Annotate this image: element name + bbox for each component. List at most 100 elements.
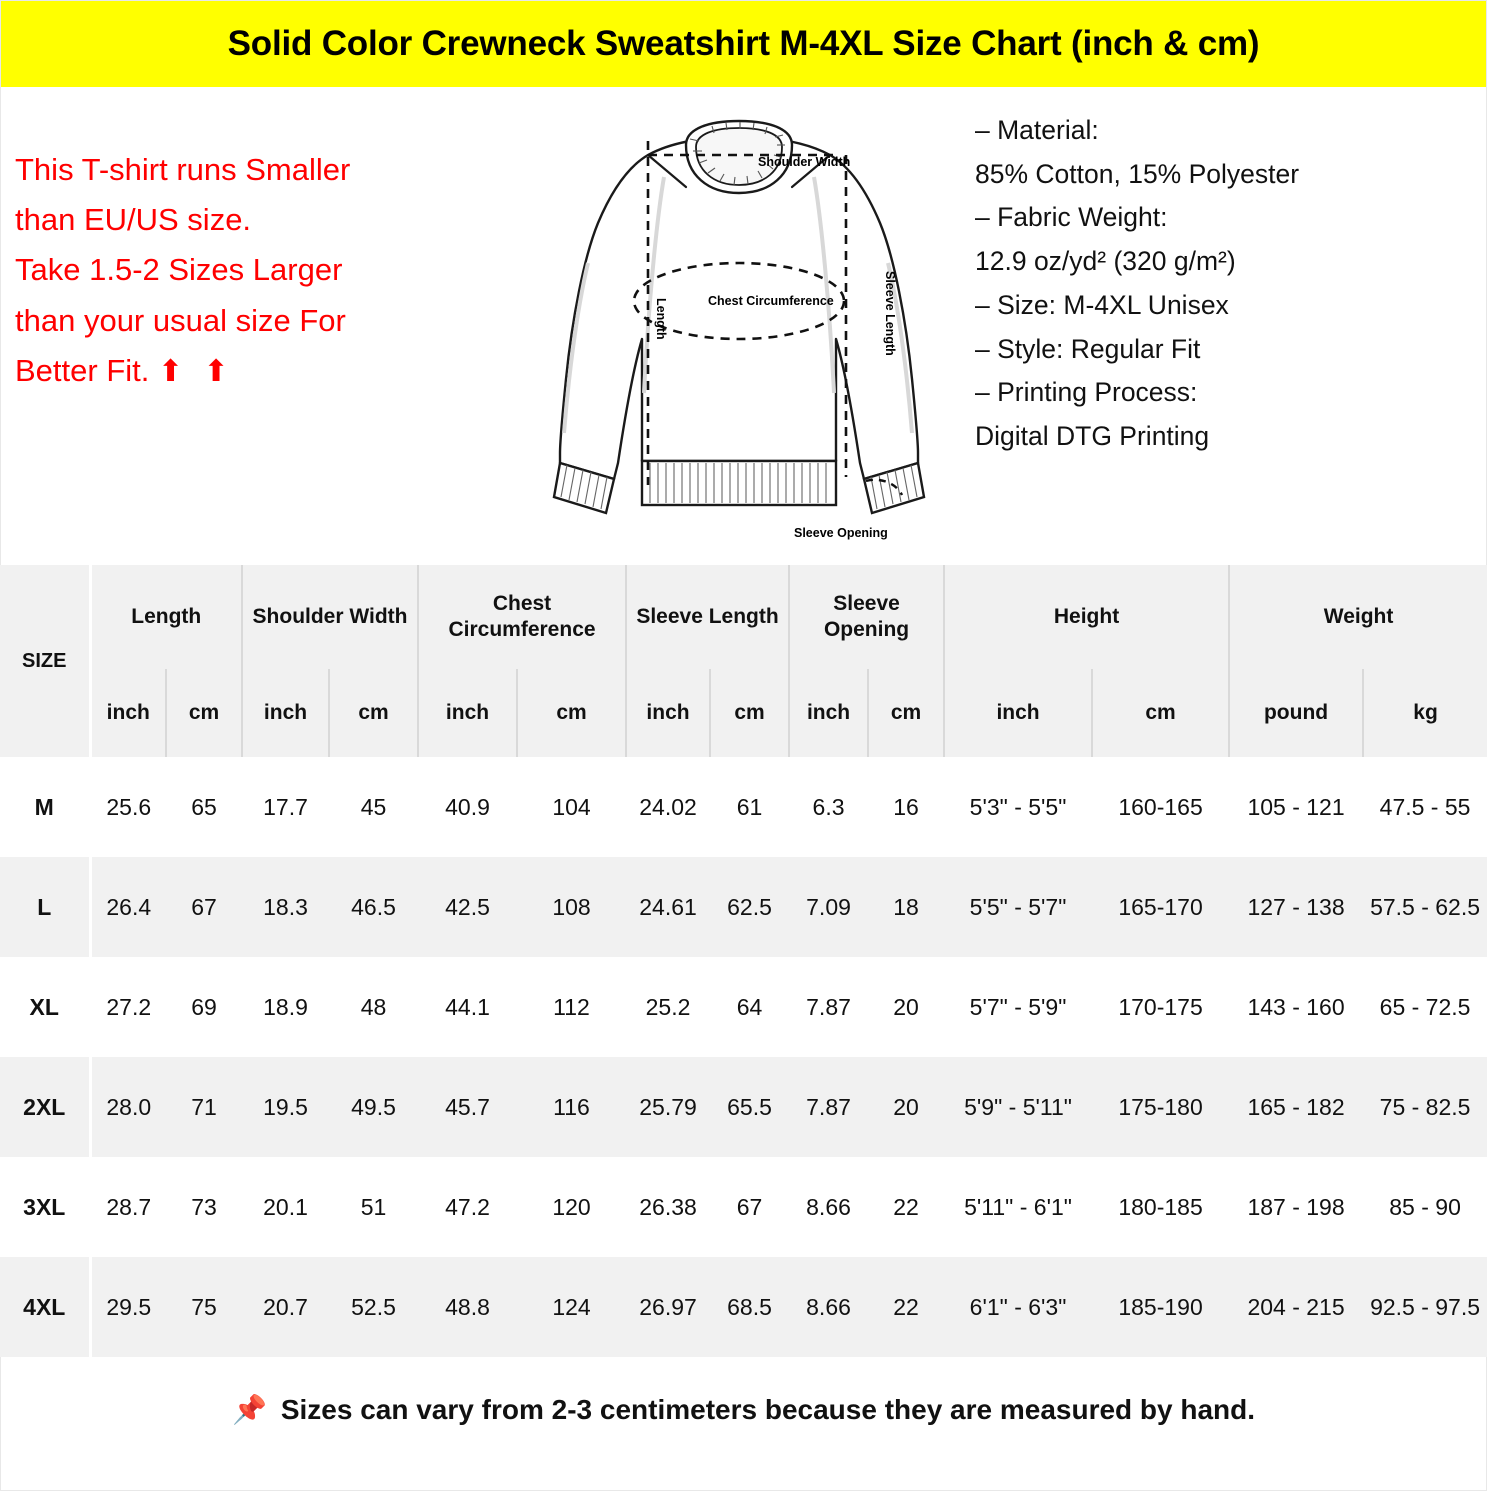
table-row: M 25.6 65 17.7 45 40.9 104 24.02 61 6.3 16 5'3" - 5… xyxy=(0,757,1487,857)
col-header-sleeve-length: Sleeve Length xyxy=(626,565,791,669)
table-cell: 22 xyxy=(868,1257,945,1357)
table-cell: 5'3" - 5'5" xyxy=(944,757,1093,857)
table-cell: 25.2 xyxy=(626,957,711,1057)
footer-note: 📌 Sizes can vary from 2-3 centimeters be… xyxy=(1,1357,1486,1462)
row-size-label: L xyxy=(0,857,92,957)
table-cell: 120 xyxy=(517,1157,627,1257)
table-cell: 165 - 182 xyxy=(1229,1057,1364,1157)
table-cell: 104 xyxy=(517,757,627,857)
spec-line-5: – Size: M-4XL Unisex xyxy=(975,289,1229,320)
table-row: XL 27.2 69 18.9 48 44.1 112 25.2 64 7.87 20 5'7" - … xyxy=(0,957,1487,1057)
table-cell: 26.97 xyxy=(626,1257,711,1357)
table-cell: 187 - 198 xyxy=(1229,1157,1364,1257)
spec-line-1: – Material: xyxy=(975,115,1099,145)
table-cell: 73 xyxy=(166,1157,243,1257)
table-cell: 47.2 xyxy=(418,1157,518,1257)
row-size-label: M xyxy=(0,757,92,857)
table-cell: 17.7 xyxy=(242,757,330,857)
table-cell: 28.0 xyxy=(90,1057,166,1157)
note-line-5: Better Fit. ⬆ ⬆ xyxy=(15,346,521,397)
unit-sleeve-opening-inch: inch xyxy=(789,669,870,757)
table-cell: 19.5 xyxy=(242,1057,330,1157)
table-cell: 45.7 xyxy=(418,1057,518,1157)
unit-weight-pound: pound xyxy=(1229,669,1365,757)
note-line-4: than your usual size For xyxy=(15,302,346,338)
unit-height-inch: inch xyxy=(944,669,1094,757)
table-cell: 27.2 xyxy=(90,957,166,1057)
table-cell: 185-190 xyxy=(1092,1257,1230,1357)
unit-shoulder-cm: cm xyxy=(329,669,420,757)
spec-line-2: 85% Cotton, 15% Polyester xyxy=(975,158,1300,189)
col-header-size: SIZE xyxy=(0,565,92,757)
table-cell: 8.66 xyxy=(789,1257,869,1357)
table-cell: 92.5 - 97.5 xyxy=(1363,1257,1487,1357)
table-cell: 170-175 xyxy=(1092,957,1230,1057)
table-cell: 67 xyxy=(166,857,243,957)
sleeve-opening-guide xyxy=(865,478,904,496)
spec-line-7: – Printing Process: xyxy=(975,377,1198,408)
table-row: 3XL 28.7 73 20.1 51 47.2 120 26.38 67 8.66 22 5'11"… xyxy=(0,1157,1487,1257)
table-cell: 160-165 xyxy=(1092,757,1230,857)
up-arrow-icon: ⬆ ⬆ xyxy=(158,354,235,388)
table-cell: 29.5 xyxy=(90,1257,166,1357)
group-header-row: SIZE Length Shoulder Width Chest Circumf… xyxy=(0,565,1487,757)
table-cell: 7.09 xyxy=(789,857,869,957)
footer-note-text: Sizes can vary from 2-3 centimeters beca… xyxy=(280,1393,1256,1425)
table-cell: 44.1 xyxy=(418,957,518,1057)
table-cell: 18.3 xyxy=(242,857,330,957)
table-cell: 48 xyxy=(329,957,419,1057)
spec-line-3: – Fabric Weight: xyxy=(975,202,1168,233)
unit-chest-inch: inch xyxy=(418,669,519,757)
table-cell: 116 xyxy=(517,1057,627,1157)
table-cell: 6'1" - 6'3" xyxy=(944,1257,1093,1357)
col-header-shoulder-width: Shoulder Width xyxy=(242,565,420,669)
unit-weight-kg: kg xyxy=(1363,669,1487,757)
table-cell: 61 xyxy=(710,757,790,857)
pushpin-icon: 📌 xyxy=(231,1393,267,1425)
chest-circumference-label: Chest Circumference xyxy=(708,294,834,308)
spec-line-8: Digital DTG Printing xyxy=(975,421,1210,452)
table-cell: 71 xyxy=(166,1057,243,1157)
table-cell: 69 xyxy=(166,957,243,1057)
table-cell: 68.5 xyxy=(710,1257,790,1357)
upper-info-section: This T-shirt runs Smaller than EU/US siz… xyxy=(1,87,1486,565)
garment-diagram: Shoulder Width Chest Circumference Lengt… xyxy=(521,87,951,548)
row-size-label: 4XL xyxy=(0,1257,92,1357)
table-cell: 124 xyxy=(517,1257,627,1357)
size-table: SIZE Length Shoulder Width Chest Circumf… xyxy=(0,565,1487,1357)
spec-line-4: 12.9 oz/yd² (320 g/m²) xyxy=(975,246,1236,277)
table-cell: 5'9" - 5'11" xyxy=(944,1057,1093,1157)
table-row: 4XL 29.5 75 20.7 52.5 48.8 124 26.97 68.5 8.66 22 6… xyxy=(0,1257,1487,1357)
table-cell: 16 xyxy=(868,757,945,857)
unit-shoulder-inch: inch xyxy=(242,669,331,757)
table-row: 2XL 28.0 71 19.5 49.5 45.7 116 25.79 65.5 7.87 20 5… xyxy=(0,1057,1487,1157)
table-cell: 108 xyxy=(517,857,627,957)
col-header-length: Length xyxy=(90,565,244,669)
unit-length-cm: cm xyxy=(166,669,244,757)
table-cell: 47.5 - 55 xyxy=(1363,757,1487,857)
note-line-1: This T-shirt runs Smaller xyxy=(15,152,351,187)
title-banner: Solid Color Crewneck Sweatshirt M-4XL Si… xyxy=(1,1,1486,87)
table-cell: 5'11" - 6'1" xyxy=(944,1157,1093,1257)
table-cell: 26.4 xyxy=(90,857,166,957)
product-specs: – Material: 85% Cotton, 15% Polyester – … xyxy=(951,87,1486,459)
table-cell: 112 xyxy=(517,957,627,1057)
table-cell: 127 - 138 xyxy=(1229,857,1364,957)
unit-sleeve-length-inch: inch xyxy=(626,669,712,757)
spec-line-6: – Style: Regular Fit xyxy=(975,333,1201,364)
table-cell: 62.5 xyxy=(710,857,790,957)
col-header-chest-circumference: Chest Circumference xyxy=(418,565,628,669)
length-label: Length xyxy=(654,298,668,340)
table-cell: 65.5 xyxy=(710,1057,790,1157)
size-table-head: SIZE Length Shoulder Width Chest Circumf… xyxy=(0,565,1487,757)
shoulder-width-label: Shoulder Width xyxy=(758,155,850,169)
col-header-weight: Weight xyxy=(1229,565,1487,669)
unit-length-inch: inch xyxy=(90,669,167,757)
row-size-label: 3XL xyxy=(0,1157,92,1257)
table-row: L 26.4 67 18.3 46.5 42.5 108 24.61 62.5 7.09 18 5'5… xyxy=(0,857,1487,957)
note-line-2: than EU/US size. xyxy=(15,202,252,238)
table-cell: 24.61 xyxy=(626,857,711,957)
note-line-5-text: Better Fit. xyxy=(15,352,150,388)
table-cell: 8.66 xyxy=(789,1157,869,1257)
